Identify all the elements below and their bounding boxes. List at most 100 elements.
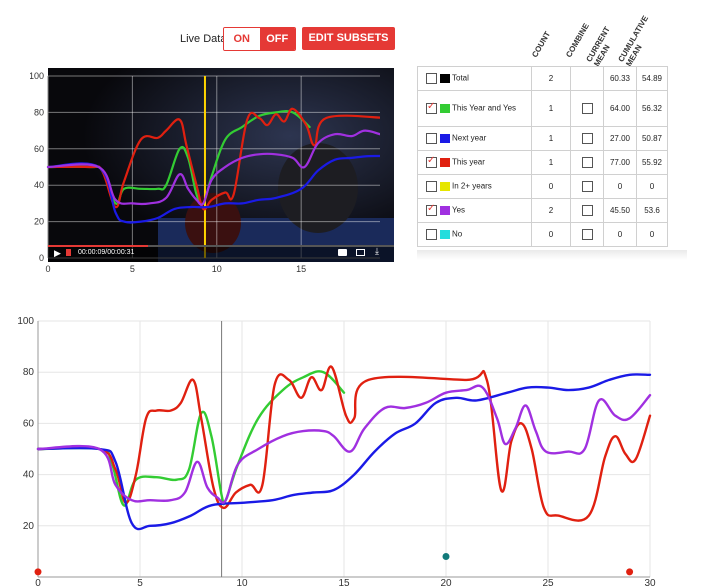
subset-row: Total 2 60.33 54.89 [417, 66, 668, 91]
subset-row: In 2+ years 0 0 0 [417, 174, 668, 199]
x-tick-label: 15 [338, 578, 350, 588]
subset-visible-checkbox[interactable] [426, 229, 437, 240]
combine-checkbox[interactable] [581, 157, 593, 168]
subset-visible-checkbox[interactable] [426, 73, 437, 84]
caption-icon[interactable] [338, 249, 347, 256]
cumulative-mean-cell: 0 [636, 174, 668, 199]
subset-visible-checkbox[interactable] [426, 155, 437, 168]
live-data-label: Live Data [180, 33, 227, 45]
header-count: COUNT [530, 29, 553, 59]
count-cell: 0 [531, 174, 571, 199]
data-marker[interactable] [442, 553, 450, 561]
series-line [46, 107, 380, 211]
y-tick-label: 20 [23, 521, 35, 532]
series-line [46, 129, 380, 206]
video-controls-bar: ▶ 00:00:09/00:00:31 ⤓ [48, 245, 394, 262]
current-mean-cell: 77.00 [603, 150, 637, 175]
play-icon[interactable]: ▶ [54, 248, 61, 258]
combine-cell [570, 198, 604, 223]
count-cell: 1 [531, 90, 571, 127]
x-tick-label: 10 [212, 264, 222, 274]
video-scene [48, 68, 394, 262]
subset-name-cell: No [417, 222, 532, 247]
y-tick-label: 40 [34, 180, 44, 190]
y-tick-label: 60 [34, 144, 44, 154]
subset-label: No [452, 229, 463, 239]
y-tick-label: 40 [23, 470, 35, 481]
cumulative-mean-cell: 55.92 [636, 150, 668, 175]
live-data-on-option[interactable]: ON [224, 28, 260, 50]
count-cell: 0 [531, 222, 571, 247]
current-mean-cell: 0 [603, 222, 637, 247]
image-icon[interactable] [356, 249, 365, 256]
combine-checkbox[interactable] [581, 229, 593, 240]
subset-label: This year [452, 157, 485, 167]
x-tick-label: 5 [137, 578, 143, 588]
series-color-swatch [440, 104, 450, 113]
subset-label: This Year and Yes [452, 103, 517, 113]
cumulative-mean-cell: 50.87 [636, 126, 668, 151]
data-marker[interactable] [626, 568, 634, 576]
download-icon[interactable]: ⤓ [375, 246, 379, 256]
series-color-swatch [440, 182, 450, 191]
current-mean-cell: 27.00 [603, 126, 637, 151]
cumulative-mean-cell: 53.6 [636, 198, 668, 223]
combine-checkbox[interactable] [581, 133, 593, 144]
y-tick-label: 0 [39, 253, 44, 263]
subset-label: Total [452, 73, 469, 83]
live-data-toggle[interactable]: ON OFF [223, 27, 296, 51]
subset-name-cell: This year [417, 150, 532, 175]
subset-visible-checkbox[interactable] [426, 133, 437, 144]
x-tick-label: 0 [45, 264, 50, 274]
x-tick-label: 25 [542, 578, 554, 588]
subset-visible-checkbox[interactable] [426, 101, 437, 114]
count-cell: 2 [531, 66, 571, 91]
combine-cell [570, 222, 604, 247]
cumulative-mean-cell: 0 [636, 222, 668, 247]
current-mean-cell: 60.33 [603, 66, 637, 91]
y-tick-label: 100 [30, 71, 44, 81]
live-data-off-option[interactable]: OFF [259, 28, 295, 50]
subset-label: Yes [452, 205, 466, 215]
series-line [46, 109, 311, 206]
combine-checkbox[interactable] [581, 181, 593, 192]
cumulative-mean-cell: 56.32 [636, 90, 668, 127]
subset-name-cell: This Year and Yes [417, 90, 532, 127]
combine-cell [570, 90, 604, 127]
subset-label: Next year [452, 133, 487, 143]
main-line-chart: 20 40 60 80 100 0 5 10 15 20 25 30 [17, 316, 656, 588]
cumulative-mean-cell: 54.89 [636, 66, 668, 91]
y-tick-label: 60 [23, 418, 35, 429]
series-color-swatch [440, 158, 450, 167]
edit-subsets-button[interactable]: EDIT SUBSETS [302, 27, 395, 50]
x-tick-label: 20 [440, 578, 452, 588]
series-line [36, 365, 652, 522]
subset-visible-checkbox[interactable] [426, 203, 437, 216]
subset-name-cell: In 2+ years [417, 174, 532, 199]
data-marker[interactable] [34, 568, 42, 576]
volume-icon[interactable] [66, 249, 71, 256]
subset-row: Next year 1 27.00 50.87 [417, 126, 668, 151]
current-mean-cell: 64.00 [603, 90, 637, 127]
series-color-swatch [440, 134, 450, 143]
subset-visible-checkbox[interactable] [426, 181, 437, 192]
x-tick-label: 30 [644, 578, 656, 588]
video-progress[interactable] [48, 245, 394, 247]
current-mean-cell: 0 [603, 174, 637, 199]
subset-row: No 0 0 0 [417, 222, 668, 247]
video-frame[interactable] [48, 68, 394, 262]
combine-cell [570, 66, 604, 91]
series-line [46, 154, 380, 224]
combine-cell [570, 150, 604, 175]
video-time: 00:00:09/00:00:31 [78, 249, 135, 256]
x-tick-label: 5 [130, 264, 135, 274]
y-tick-label: 80 [34, 107, 44, 117]
combine-checkbox[interactable] [581, 103, 593, 114]
series-line [36, 370, 346, 507]
combine-checkbox[interactable] [581, 205, 593, 216]
combine-cell [570, 126, 604, 151]
series-color-swatch [440, 74, 450, 83]
